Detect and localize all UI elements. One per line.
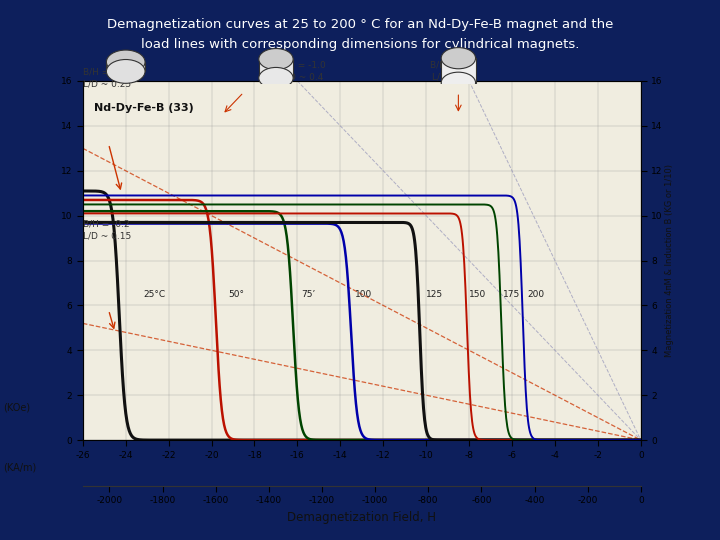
Y-axis label: Magnetization 4πM & Induction B (KG or 1/10): Magnetization 4πM & Induction B (KG or 1… — [665, 164, 675, 357]
Text: B/H = -0.2: B/H = -0.2 — [83, 220, 130, 229]
Text: (KOe): (KOe) — [4, 403, 31, 413]
Text: L/D ~ 0.25: L/D ~ 0.25 — [83, 79, 131, 89]
X-axis label: Demagnetization Field, H: Demagnetization Field, H — [287, 511, 436, 524]
Text: B/H = -2.0: B/H = -2.0 — [431, 60, 477, 70]
Text: 50°: 50° — [229, 290, 245, 299]
Ellipse shape — [441, 48, 475, 69]
Text: 150: 150 — [469, 290, 486, 299]
Ellipse shape — [258, 68, 293, 89]
Text: L/D ~ 0.15: L/D ~ 0.15 — [83, 232, 131, 241]
Bar — [441, 58, 475, 83]
Bar — [258, 59, 293, 78]
Ellipse shape — [107, 50, 145, 74]
Text: 200: 200 — [527, 290, 544, 299]
Text: Nd-Dy-Fe-B (33): Nd-Dy-Fe-B (33) — [94, 104, 193, 113]
Text: 75’: 75’ — [302, 290, 316, 299]
Text: 125: 125 — [426, 290, 444, 299]
Text: 100: 100 — [356, 290, 373, 299]
Text: L/D ~ 0.7: L/D ~ 0.7 — [432, 72, 475, 82]
Text: (KA/m): (KA/m) — [4, 462, 37, 472]
Ellipse shape — [258, 49, 293, 70]
Bar — [107, 62, 145, 71]
Text: 175: 175 — [503, 290, 521, 299]
Ellipse shape — [107, 59, 145, 83]
Text: B/H = -0.5: B/H = -0.5 — [83, 68, 130, 77]
Text: L/D ~ 0.4: L/D ~ 0.4 — [282, 72, 323, 82]
Text: load lines with corresponding dimensions for cylindrical magnets.: load lines with corresponding dimensions… — [141, 38, 579, 51]
Text: Demagnetization curves at 25 to 200 ° C for an Nd-Dy-Fe-B magnet and the: Demagnetization curves at 25 to 200 ° C … — [107, 18, 613, 31]
Text: B/H = -1.0: B/H = -1.0 — [279, 60, 325, 70]
Text: 25°C: 25°C — [143, 290, 165, 299]
Ellipse shape — [441, 72, 475, 93]
